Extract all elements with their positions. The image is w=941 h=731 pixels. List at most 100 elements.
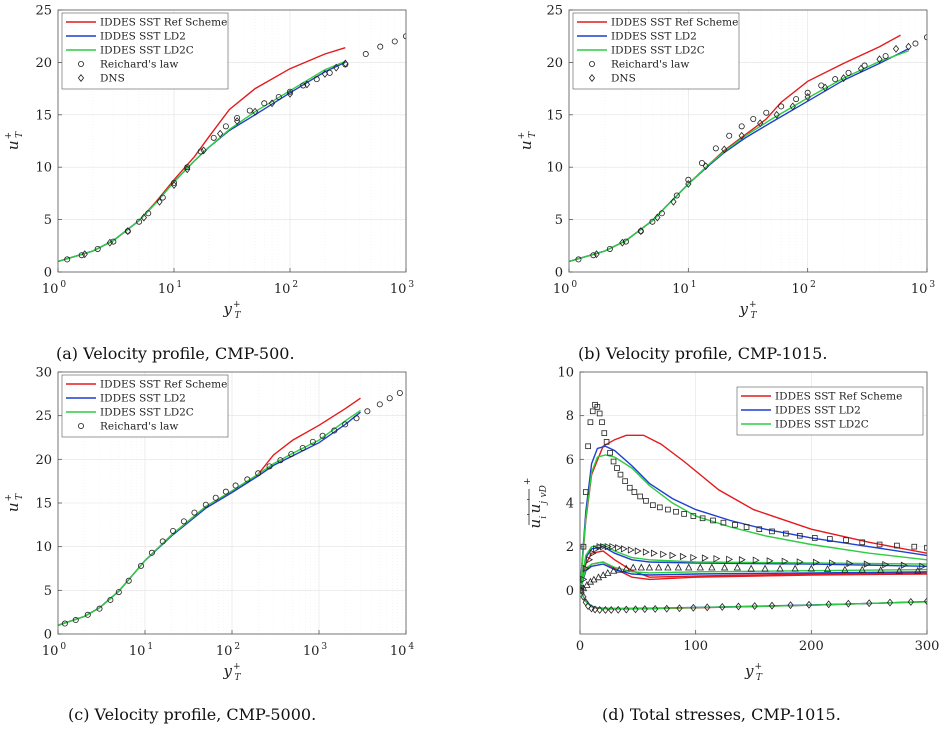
data-point: [217, 129, 224, 138]
data-point: [840, 74, 847, 83]
legend-entry: Reichard's law: [78, 421, 178, 433]
data-point: [180, 518, 187, 525]
series-group: [569, 34, 927, 263]
panel-c: 0 5 10 15 20 25 30 10 0 10 1 10 2 10 3 10 4 y+ T u+T IDDES S…: [4, 366, 414, 725]
panel-caption: (a) Velocity profile, CMP-500.: [56, 344, 295, 363]
data-point: [634, 547, 642, 555]
data-point: [64, 256, 71, 263]
data-point: [876, 55, 883, 64]
data-point: [353, 415, 360, 422]
data-point: [582, 564, 590, 573]
data-point: [670, 197, 677, 206]
data-point: [882, 53, 889, 60]
legend: IDDES SST Ref Scheme IDDES SST LD2 IDDES S…: [736, 386, 924, 436]
data-point: [673, 508, 679, 515]
y-tick-label: 25: [35, 4, 52, 19]
data-point: [654, 563, 663, 571]
data-point: [756, 526, 763, 532]
data-point: [115, 589, 122, 596]
data-point: [588, 604, 595, 613]
legend-entry: IDDES SST LD2C: [741, 419, 869, 431]
data-point: [614, 465, 620, 471]
data-point: [107, 596, 114, 603]
legend-label: Reichard's law: [100, 421, 178, 433]
data-point: [712, 145, 719, 152]
data-point: [591, 605, 599, 614]
data-point: [589, 408, 596, 415]
data-point: [778, 103, 785, 110]
data-point: [251, 107, 259, 116]
legend-entry: IDDES SST Ref Scheme: [66, 379, 227, 391]
y-tick-label: 0: [555, 266, 563, 281]
data-point: [738, 131, 745, 140]
data-point: [232, 482, 239, 489]
x-tick-label: 200: [799, 639, 824, 654]
data-point: [846, 559, 854, 568]
data-point: [362, 51, 369, 58]
data-point: [96, 605, 103, 612]
data-point: [84, 611, 91, 618]
data-point: [159, 538, 166, 545]
y-tick-label: 10: [557, 366, 574, 381]
data-point: [796, 532, 803, 539]
data-point: [807, 564, 816, 572]
series-line: [580, 454, 927, 591]
data-point: [309, 438, 316, 445]
data-point: [843, 537, 849, 543]
legend-box: [572, 12, 740, 90]
data-point: [617, 471, 624, 478]
data-point: [804, 89, 811, 96]
data-point: [747, 564, 755, 572]
data-point: [596, 606, 603, 614]
data-point: [738, 556, 746, 564]
y-axis-label: u+T: [4, 493, 25, 512]
data-point: [651, 549, 658, 557]
data-point: [78, 422, 85, 429]
data-point: [812, 558, 820, 567]
data-point: [658, 210, 665, 217]
data-point: [789, 102, 796, 111]
data-point: [261, 100, 268, 107]
data-point: [769, 528, 775, 535]
data-point: [894, 542, 900, 549]
legend-entry: IDDES SST LD2: [577, 31, 697, 43]
data-point: [222, 488, 229, 495]
data-point: [912, 40, 919, 47]
data-point: [763, 109, 770, 116]
data-point: [619, 238, 626, 247]
data-point: [589, 549, 597, 557]
series-group: [580, 401, 927, 614]
legend-label: IDDES SST LD2: [611, 31, 697, 43]
y-tick-label: 25: [546, 4, 563, 19]
x-tick-label: 10 2: [274, 280, 298, 297]
legend-entry: DNS: [588, 73, 636, 85]
data-point: [77, 74, 85, 82]
data-point: [615, 605, 622, 614]
x-axis-label: y+ T: [222, 662, 241, 683]
data-point: [615, 565, 623, 573]
data-point: [319, 432, 326, 439]
data-point: [288, 451, 295, 458]
data-point: [766, 557, 774, 565]
data-point: [386, 395, 393, 402]
data-point: [593, 545, 601, 553]
data-point: [321, 69, 329, 78]
legend-entry: IDDES SST LD2: [66, 393, 186, 405]
legend-label: IDDES SST Ref Scheme: [775, 391, 902, 403]
data-point: [596, 542, 604, 551]
data-point: [599, 419, 605, 426]
data-point: [170, 527, 177, 534]
data-point: [594, 404, 601, 410]
x-tick-label: 10 3: [911, 280, 936, 297]
series-line: [580, 545, 927, 591]
data-point: [805, 600, 813, 609]
series-line: [58, 61, 346, 263]
data-point: [234, 114, 241, 121]
data-point: [627, 546, 635, 554]
data-point: [704, 603, 711, 612]
x-tick-label: 10 4: [390, 642, 415, 659]
plot-frame: [568, 9, 928, 273]
